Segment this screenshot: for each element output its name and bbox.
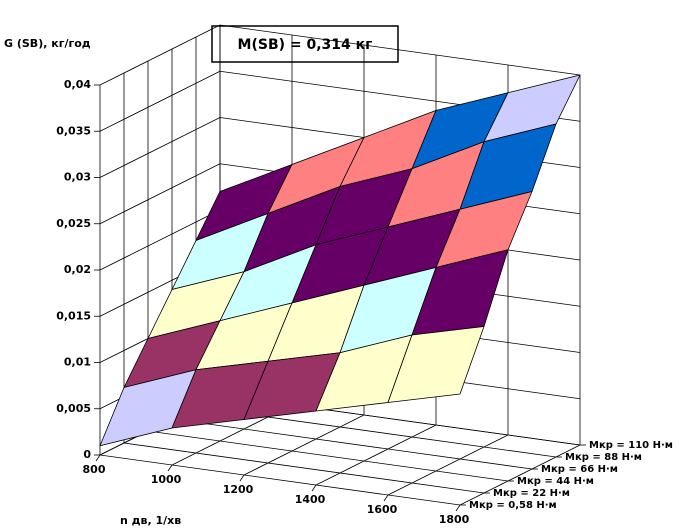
grid-line — [99, 209, 221, 271]
y-axis-title: G (SB), кг/год — [4, 37, 91, 50]
x-tick-label: 1400 — [295, 493, 326, 506]
y-tick-label: 0,035 — [56, 124, 91, 137]
x-tick-label: 1000 — [151, 473, 182, 486]
x-tick-label: 800 — [83, 463, 106, 476]
y-tick-label: 0 — [83, 448, 91, 461]
floor-line — [99, 454, 461, 506]
chart-title: M(SB) = 0,314 кг — [238, 37, 373, 53]
tick-mark — [455, 504, 461, 512]
y-tick-label: 0,03 — [64, 171, 91, 184]
y-tick-label: 0,005 — [56, 402, 91, 415]
tick-mark — [167, 464, 173, 472]
floor-line — [243, 414, 365, 476]
tick-mark — [383, 494, 389, 502]
floor-line — [315, 424, 437, 486]
y-tick-label: 0,025 — [56, 217, 91, 230]
x-tick-label: 1200 — [223, 483, 254, 496]
grid-line — [99, 70, 221, 132]
depth-tick-label: Mкр = 22 Н·м — [493, 488, 570, 499]
depth-tick-label: Mкр = 110 Н·м — [589, 440, 673, 451]
surface-cell — [387, 326, 485, 403]
depth-tick-label: Mкр = 0,58 Н·м — [469, 500, 557, 511]
grid-line — [99, 24, 221, 86]
grid-line — [219, 24, 581, 76]
grid-line — [99, 163, 221, 225]
floor-line — [459, 444, 581, 506]
y-tick-label: 0,04 — [64, 78, 91, 91]
x-axis-title: n дв, 1/хв — [120, 514, 181, 527]
tick-mark — [311, 484, 317, 492]
y-tick-label: 0,015 — [56, 309, 91, 322]
grid-line — [99, 117, 221, 178]
floor-line — [147, 430, 509, 482]
floor-line — [387, 434, 509, 496]
x-tick-label: 1800 — [439, 513, 470, 526]
y-tick-label: 0,02 — [64, 263, 91, 276]
depth-tick-label: Mкр = 44 Н·м — [517, 476, 594, 487]
floor-line — [123, 442, 485, 494]
tick-mark — [95, 454, 101, 462]
y-tick-label: 0,01 — [64, 356, 91, 369]
x-tick-label: 1600 — [367, 503, 398, 516]
annotation-box — [211, 25, 399, 63]
depth-tick-label: Mкр = 88 Н·м — [565, 452, 642, 463]
floor-line — [171, 418, 533, 470]
depth-tick-label: Mкр = 66 Н·м — [541, 464, 618, 475]
tick-mark — [239, 474, 245, 482]
